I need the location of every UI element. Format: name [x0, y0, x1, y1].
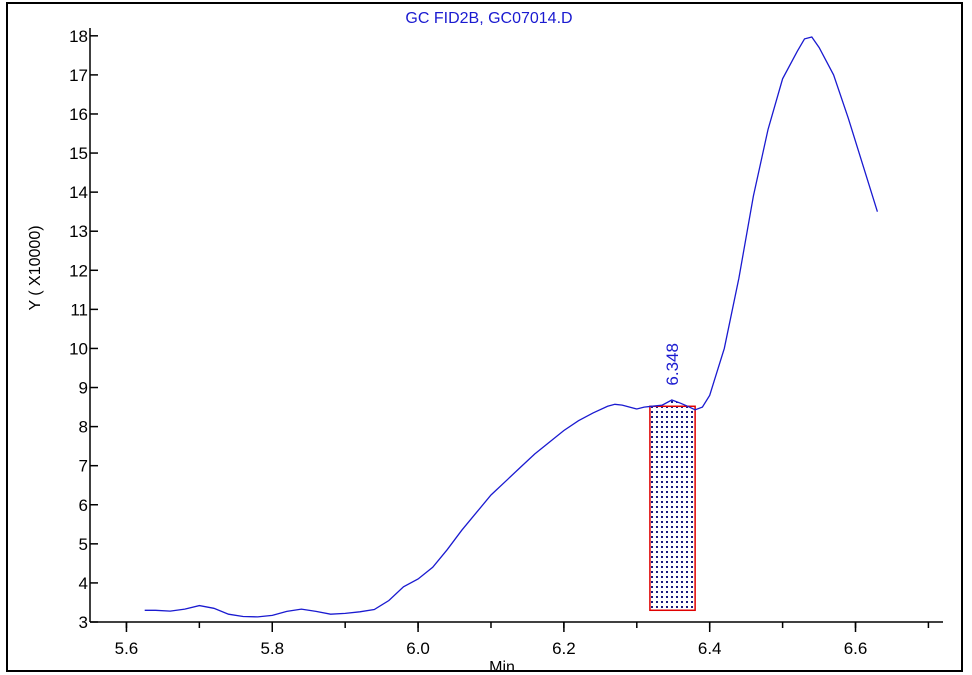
peak-area-border	[649, 405, 696, 612]
annotations-group: 6.348	[663, 343, 682, 386]
chromatogram-line	[144, 36, 879, 618]
y-tick-label: 12	[69, 261, 88, 280]
x-tick-label: 6.6	[844, 639, 868, 658]
x-tick-label: 5.8	[260, 639, 284, 658]
y-tick-label: 18	[69, 27, 88, 46]
chart-frame	[6, 2, 963, 672]
y-axis-title: Y ( X10000)	[27, 225, 44, 310]
y-tick-label: 11	[70, 300, 88, 319]
x-tick-label: 6.0	[406, 639, 430, 658]
y-tick-label: 15	[69, 144, 88, 163]
chart-title: GC FID2B, GC07014.D	[405, 10, 572, 27]
series-group	[144, 36, 879, 618]
y-tick-label: 6	[79, 496, 88, 515]
y-tick-label: 13	[69, 222, 88, 241]
y-tick-label: 3	[79, 613, 88, 632]
peak-label: 6.348	[663, 343, 682, 386]
y-tick-label: 5	[79, 535, 88, 554]
peak-area-fill	[649, 400, 696, 611]
y-tick-label: 14	[69, 183, 88, 202]
y-tick-label: 7	[79, 457, 88, 476]
y-tick-label: 10	[69, 339, 88, 358]
x-tick-label: 6.2	[552, 639, 576, 658]
x-tick-label: 6.4	[698, 639, 722, 658]
y-tick-label: 17	[69, 66, 88, 85]
y-tick-label: 4	[79, 574, 88, 593]
y-tick-label: 16	[69, 105, 88, 124]
axes-group: 3 4 5 6 7 8 9 10 11 12 13 14 15 16 17 18 5.6 5.8 6.0 6.2 6.4…	[69, 27, 943, 658]
peak-area-group	[649, 400, 696, 612]
y-tick-label: 8	[79, 418, 88, 437]
x-axis-title: Min	[489, 659, 515, 675]
x-tick-label: 5.6	[115, 639, 139, 658]
y-tick-label: 9	[79, 379, 88, 398]
